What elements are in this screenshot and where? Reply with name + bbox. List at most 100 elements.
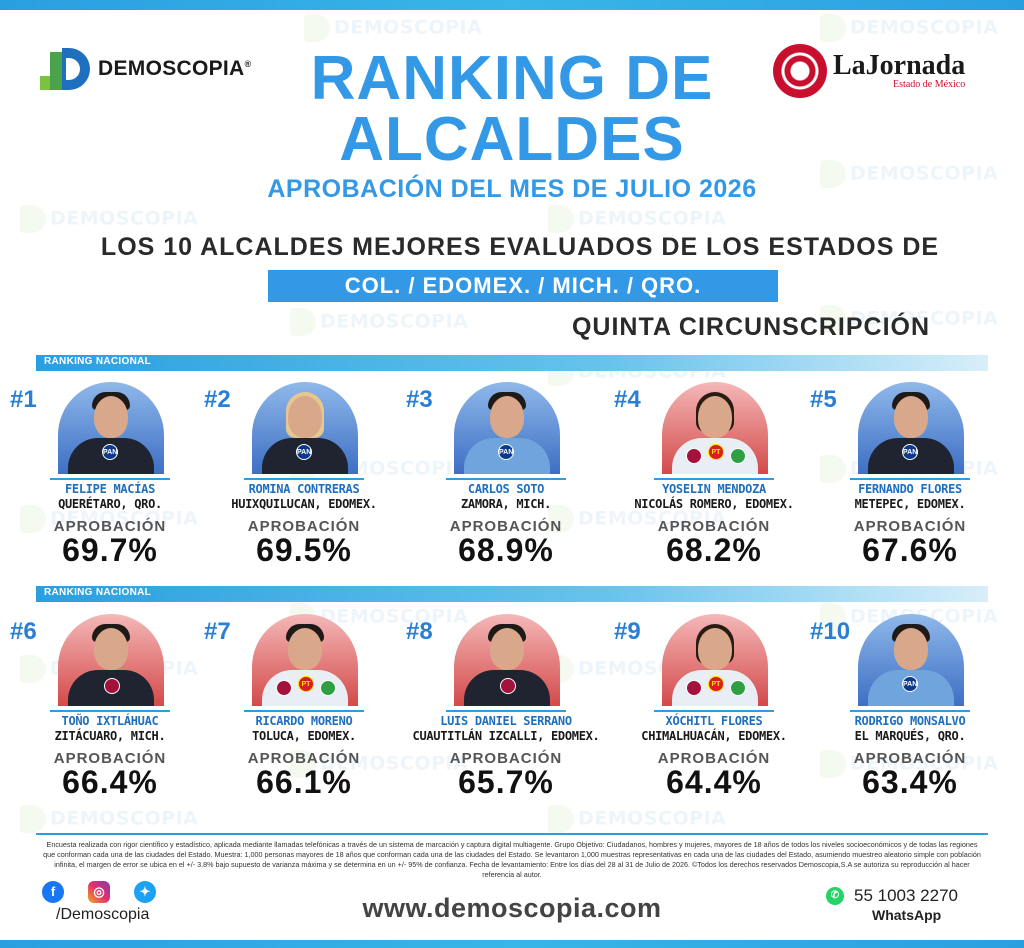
pt-party-icon: PT [708, 444, 724, 460]
mayor-municipality: ZAMORA, MICH. [460, 497, 552, 511]
mayor-photo: PT [662, 614, 768, 706]
mayor-municipality: CUAUTITLÁN IZCALLI, EDOMEX. [412, 729, 600, 743]
name-underline [446, 478, 566, 480]
mayor-card: #5 PAN FERNANDO FLORES METEPEC, EDOMEX. … [810, 382, 1010, 602]
approval-percentage: 64.4% [666, 764, 762, 800]
whatsapp-label: WhatsApp [872, 907, 942, 923]
mayor-card: #9 PT XÓCHITL FLORES CHIMALHUACÁN, EDOME… [614, 614, 814, 834]
mayor-name: FELIPE MACÍAS [64, 482, 156, 496]
mayor-photo [454, 614, 560, 706]
instagram-icon[interactable]: ◎ [88, 881, 110, 903]
bottom-accent-bar [0, 940, 1024, 948]
approval-label: APROBACIÓN [247, 518, 361, 535]
watermark: DEMOSCOPIA [290, 308, 468, 336]
rank-number: #7 [204, 618, 231, 645]
watermark: DEMOSCOPIA [548, 505, 726, 533]
approval-percentage: 66.4% [62, 764, 158, 800]
face [288, 396, 322, 438]
approval-percentage: 69.7% [62, 532, 158, 568]
facebook-icon[interactable]: f [42, 881, 64, 903]
morena-party-icon [686, 448, 702, 464]
pan-party-icon: PAN [102, 444, 118, 460]
verde-party-icon [730, 448, 746, 464]
la-jornada-logo-subtitle: Estado de México [893, 79, 966, 90]
name-underline [850, 478, 970, 480]
face [894, 628, 928, 670]
mayor-municipality: EL MARQUÉS, QRO. [854, 729, 966, 743]
approval-label: APROBACIÓN [247, 750, 361, 767]
watermark: DEMOSCOPIA [820, 750, 998, 778]
ranking-band: RANKING NACIONAL [36, 355, 988, 371]
face [698, 628, 732, 670]
rank-number: #1 [10, 386, 37, 413]
pan-party-icon: PAN [296, 444, 312, 460]
approval-label: APROBACIÓN [657, 750, 771, 767]
watermark: DEMOSCOPIA [304, 14, 482, 42]
name-underline [244, 710, 364, 712]
mayor-name: ROMINA CONTRERAS [248, 482, 360, 496]
sun-emblem-icon [773, 44, 827, 98]
mayor-municipality: CHIMALHUACÁN, EDOMEX. [641, 729, 787, 743]
watermark: DEMOSCOPIA [820, 160, 998, 188]
mayor-name: TOÑO IXTLÁHUAC [61, 714, 159, 728]
pan-party-icon: PAN [902, 444, 918, 460]
mayor-photo: PAN [858, 614, 964, 706]
face [698, 396, 732, 438]
mayor-name: RODRIGO MONSALVO [854, 714, 966, 728]
mayor-municipality: METEPEC, EDOMEX. [854, 497, 966, 511]
whatsapp-icon: ✆ [826, 887, 844, 905]
name-underline [654, 710, 774, 712]
approval-percentage: 68.2% [666, 532, 762, 568]
watermark: DEMOSCOPIA [20, 205, 198, 233]
la-jornada-logo-text: LaJornada [833, 50, 966, 81]
approval-percentage: 65.7% [458, 764, 554, 800]
mayor-photo: PT [252, 614, 358, 706]
mayor-card: #8 LUIS DANIEL SERRANO CUAUTITLÁN IZCALL… [406, 614, 606, 834]
watermark: DEMOSCOPIA [548, 805, 726, 833]
whatsapp-contact[interactable]: ✆ 55 1003 2270 [826, 886, 958, 906]
approval-label: APROBACIÓN [449, 750, 563, 767]
mayor-card: #2 PAN ROMINA CONTRERAS HUIXQUILUCAN, ED… [204, 382, 404, 602]
website-link[interactable]: www.demoscopia.com [362, 893, 662, 923]
morena-party-icon [104, 678, 120, 694]
pan-party-icon: PAN [902, 676, 918, 692]
pt-party-icon: PT [298, 676, 314, 692]
social-handle: /Demoscopia [56, 906, 150, 923]
mayor-card: #6 TOÑO IXTLÁHUAC ZITÁCUARO, MICH. APROB… [10, 614, 210, 834]
twitter-icon[interactable]: ✦ [134, 881, 156, 903]
rank-number: #2 [204, 386, 231, 413]
morena-party-icon [686, 680, 702, 696]
mayor-card: #7 PT RICARDO MORENO TOLUCA, EDOMEX. APR… [204, 614, 404, 834]
mayor-municipality: TOLUCA, EDOMEX. [252, 729, 356, 743]
rank-number: #5 [810, 386, 837, 413]
approval-percentage: 69.5% [256, 532, 352, 568]
social-icons: f ◎ ✦ [42, 881, 156, 903]
states-banner: COL. / EDOMEX. / MICH. / QRO. [268, 270, 778, 302]
face [94, 628, 128, 670]
demoscopia-logo: DEMOSCOPIA® [40, 46, 251, 92]
top-ten-heading: LOS 10 ALCALDES MEJORES EVALUADOS DE LOS… [100, 233, 940, 261]
demoscopia-logo-text: DEMOSCOPIA® [98, 57, 252, 80]
ranking-band-label: RANKING NACIONAL [44, 587, 152, 598]
ranking-band: RANKING NACIONAL [36, 586, 988, 602]
mayor-photo [58, 614, 164, 706]
verde-party-icon [730, 680, 746, 696]
mayor-municipality: NICOLÁS ROMERO, EDOMEX. [634, 497, 794, 511]
pt-party-icon: PT [708, 676, 724, 692]
la-jornada-logo: LaJornada Estado de México [773, 44, 965, 98]
demoscopia-mark-icon [40, 46, 92, 92]
approval-label: APROBACIÓN [449, 518, 563, 535]
approval-label: APROBACIÓN [53, 750, 167, 767]
rank-number: #4 [614, 386, 641, 413]
mayor-name: RICARDO MORENO [255, 714, 353, 728]
rank-number: #9 [614, 618, 641, 645]
approval-percentage: 68.9% [458, 532, 554, 568]
page-subtitle: APROBACIÓN DEL MES DE JULIO 2026 [267, 175, 757, 203]
mayor-card: #3 PAN CARLOS SOTO ZAMORA, MICH. APROBAC… [406, 382, 606, 602]
face [490, 396, 524, 438]
top-accent-bar [0, 0, 1024, 10]
face [288, 628, 322, 670]
name-underline [654, 478, 774, 480]
name-underline [50, 710, 170, 712]
pan-party-icon: PAN [498, 444, 514, 460]
